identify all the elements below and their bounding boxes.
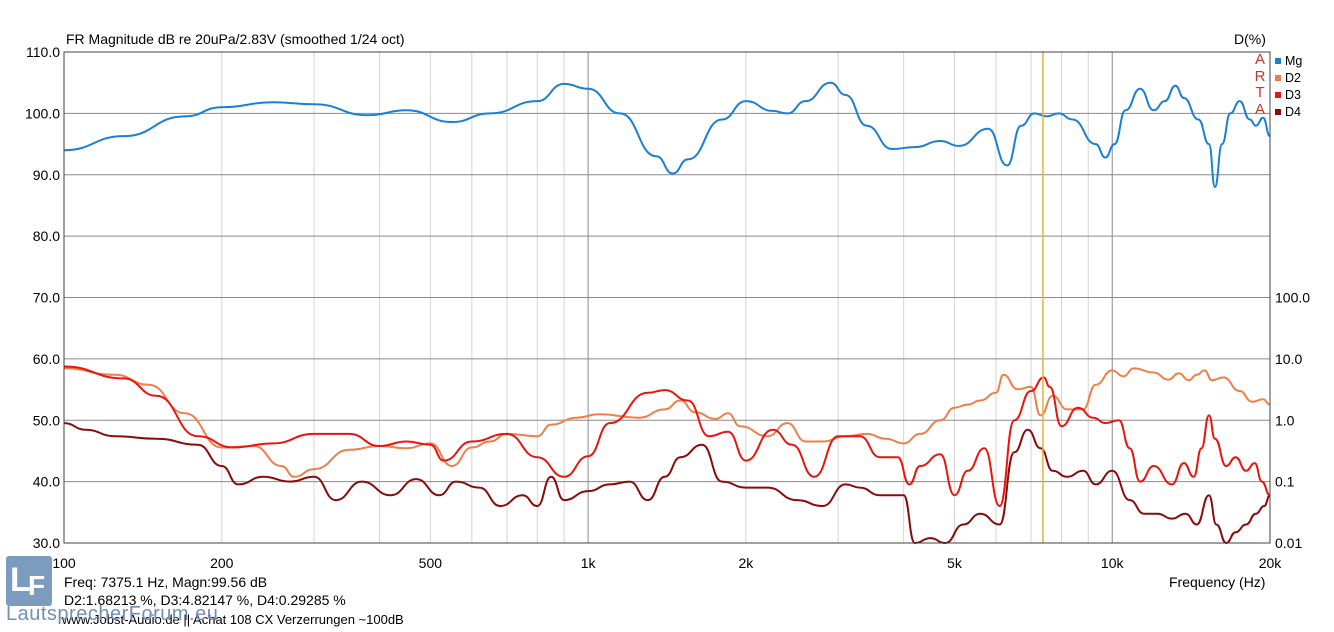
logo-letter-2: F: [28, 570, 46, 601]
y-tick-label: 60.0: [33, 351, 60, 367]
y2-tick-labels: 100.0 10.0 1.0 0.1 0.01: [1275, 290, 1310, 552]
y-tick-label: 110.0: [26, 44, 60, 60]
right-axis-label: D(%): [1234, 31, 1266, 47]
legend-label: Mg: [1285, 54, 1303, 68]
arta-letter: R: [1254, 67, 1266, 85]
x-tick-labels: 100 200 500 1k 2k 5k 10k 20k: [52, 555, 1282, 571]
legend: Mg D2 D3 D4: [1275, 53, 1302, 121]
grid: [64, 51, 1270, 544]
y-tick-label: 30.0: [33, 535, 60, 551]
y2-tick-label: 0.01: [1275, 535, 1302, 551]
legend-item-mg[interactable]: Mg: [1275, 53, 1302, 70]
y-tick-label: 90.0: [33, 167, 60, 183]
x-tick-label: 100: [52, 555, 76, 571]
series-d2-line: [63, 367, 1271, 478]
legend-swatch: [1275, 92, 1281, 98]
footer-note: www.Jobst-Audio.de || Achat 108 CX Verze…: [62, 612, 404, 627]
legend-label: D4: [1285, 105, 1301, 119]
y-tick-label: 50.0: [33, 412, 60, 428]
x-tick-label: 1k: [581, 555, 597, 571]
series-d4-line: [63, 422, 1271, 544]
legend-label: D2: [1285, 71, 1301, 85]
forum-watermark: LautsprecherForum.eu: [6, 603, 219, 625]
arta-label: A R T A: [1254, 51, 1266, 118]
x-tick-label: 200: [210, 555, 234, 571]
legend-item-d4[interactable]: D4: [1275, 104, 1302, 121]
y-tick-label: 100.0: [25, 105, 60, 121]
arta-letter: A: [1254, 51, 1265, 68]
x-axis-label: Frequency (Hz): [1169, 574, 1266, 590]
y2-tick-label: 1.0: [1275, 412, 1295, 428]
legend-label: D3: [1285, 88, 1301, 102]
legend-swatch: [1275, 75, 1281, 81]
x-tick-label: 10k: [1101, 555, 1125, 571]
logo-letter-1: L: [10, 561, 31, 599]
legend-item-d2[interactable]: D2: [1275, 70, 1302, 87]
x-tick-label: 20k: [1259, 555, 1283, 571]
y-tick-label: 70.0: [33, 290, 60, 306]
y2-tick-label: 10.0: [1275, 351, 1302, 367]
arta-letter: T: [1255, 84, 1265, 101]
legend-item-d3[interactable]: D3: [1275, 87, 1302, 104]
legend-swatch: [1275, 58, 1281, 64]
cursor-readout-magnitude: Freq: 7375.1 Hz, Magn:99.56 dB: [64, 574, 268, 590]
cursor-readout-distortion: D2:1.68213 %, D3:4.82147 %, D4:0.29285 %: [64, 592, 346, 608]
y-tick-label: 40.0: [33, 474, 60, 490]
arta-letter: A: [1254, 100, 1265, 118]
y-tick-labels: 110.0 100.0 90.0 80.0 70.0 60.0 50.0 40.0 30.0: [25, 44, 60, 551]
series-mg-line: [63, 81, 1271, 188]
series-group: [63, 81, 1271, 544]
x-tick-label: 500: [419, 555, 443, 571]
plot-frame: [63, 51, 1271, 544]
forum-logo: L F: [6, 556, 52, 606]
y2-tick-label: 0.1: [1275, 474, 1295, 490]
y2-tick-label: 100.0: [1275, 290, 1310, 306]
y-tick-label: 80.0: [33, 228, 60, 244]
series-d3-line: [63, 365, 1271, 507]
x-tick-label: 5k: [947, 555, 963, 571]
chart-title: FR Magnitude dB re 20uPa/2.83V (smoothed…: [66, 31, 405, 47]
x-tick-label: 2k: [738, 555, 754, 571]
legend-swatch: [1275, 109, 1281, 115]
